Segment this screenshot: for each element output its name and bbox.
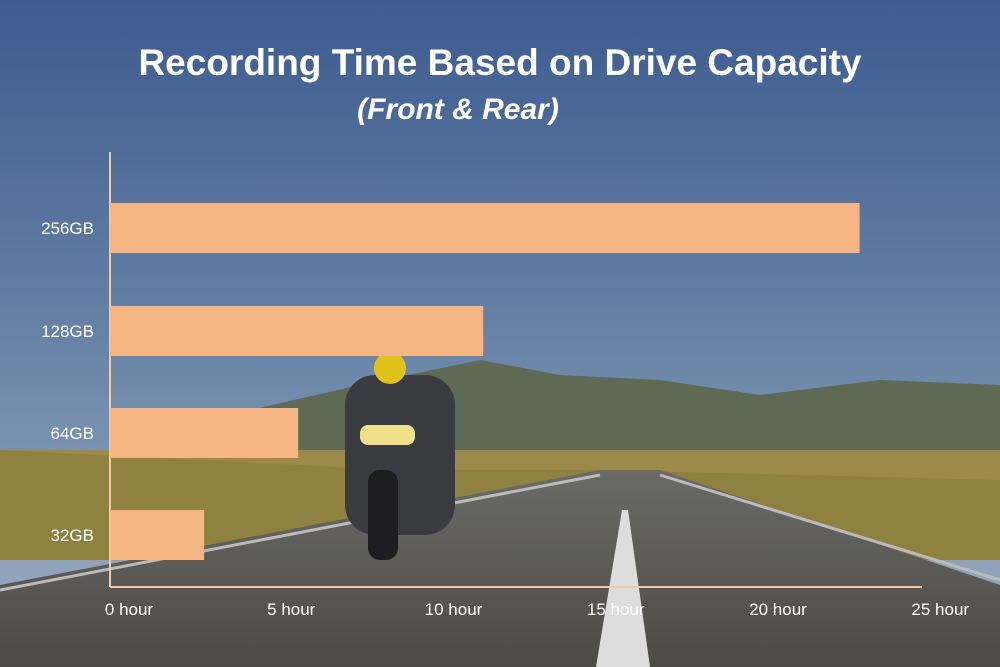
y-tick-label-64GB: 64GB <box>51 424 94 443</box>
x-tick-label-0: 0 hour <box>105 600 154 619</box>
bar-32GB <box>110 510 205 560</box>
bar-256GB <box>110 203 860 253</box>
x-tick-label-25: 25 hour <box>911 600 969 619</box>
x-tick-label-20: 20 hour <box>749 600 807 619</box>
chart-subtitle: (Front & Rear) <box>357 93 559 126</box>
y-tick-label-256GB: 256GB <box>41 219 94 238</box>
bar-128GB <box>110 306 484 356</box>
motorcycle-rider <box>345 352 455 560</box>
x-tick-label-10: 10 hour <box>425 600 483 619</box>
bar-64GB <box>110 408 299 458</box>
y-tick-label-128GB: 128GB <box>41 322 94 341</box>
x-tick-label-15: 15 hour <box>587 600 645 619</box>
x-tick-label-5: 5 hour <box>267 600 316 619</box>
chart-title: Recording Time Based on Drive Capacity <box>138 42 862 83</box>
y-tick-label-32GB: 32GB <box>51 526 94 545</box>
